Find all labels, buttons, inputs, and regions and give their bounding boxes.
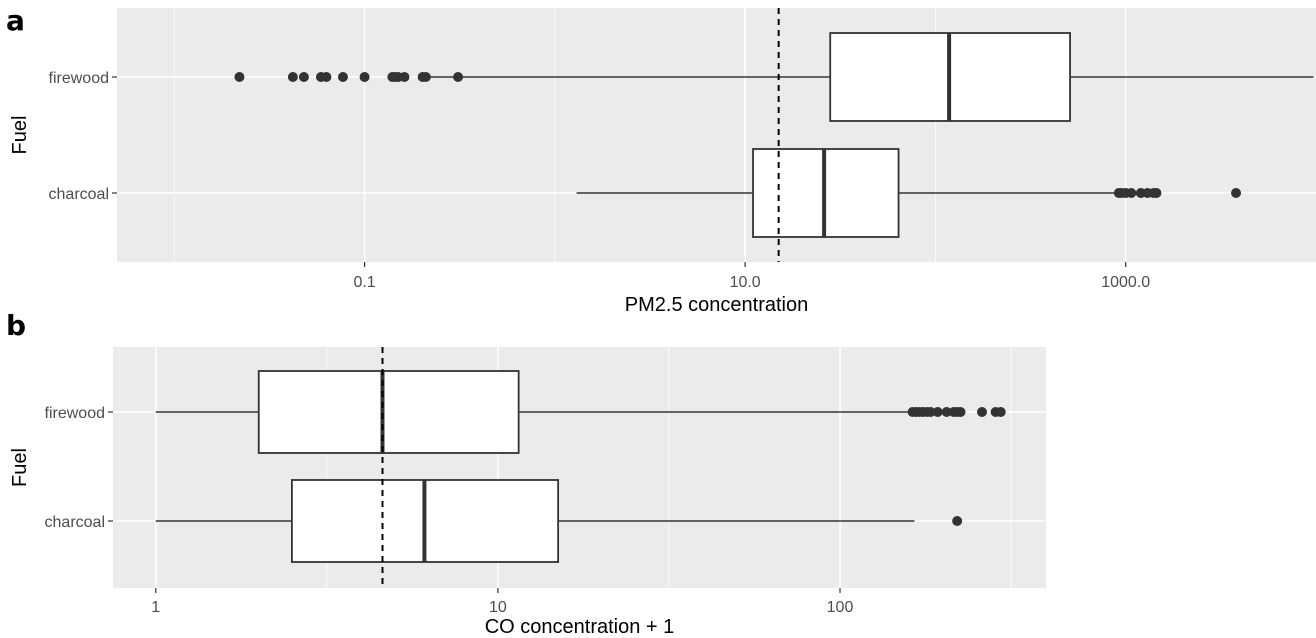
outlier-point bbox=[976, 407, 987, 417]
x-tick-label: 10 bbox=[489, 599, 507, 616]
x-tick-label: 10.0 bbox=[730, 274, 761, 291]
outlier-point bbox=[420, 72, 431, 82]
panel-label: b bbox=[6, 309, 26, 342]
outlier-point bbox=[952, 516, 963, 526]
y-axis-title: Fuel bbox=[9, 116, 31, 155]
outlier-point bbox=[321, 72, 332, 82]
outlier-point bbox=[925, 407, 936, 417]
outlier-point bbox=[234, 72, 245, 82]
y-tick-label: firewood bbox=[49, 70, 109, 87]
x-tick-label: 100 bbox=[827, 599, 854, 616]
box-firewood bbox=[155, 370, 1006, 454]
plot-background bbox=[117, 8, 1316, 262]
x-tick-label: 0.1 bbox=[353, 274, 375, 291]
outlier-point bbox=[1151, 188, 1162, 198]
box-charcoal bbox=[576, 148, 1242, 238]
outlier-point bbox=[1126, 188, 1137, 198]
outlier-point bbox=[298, 72, 309, 82]
outlier-point bbox=[337, 72, 348, 82]
outlier-point bbox=[932, 407, 943, 417]
outlier-point bbox=[399, 72, 410, 82]
y-tick-label: charcoal bbox=[45, 514, 105, 531]
x-axis-title: CO concentration + 1 bbox=[485, 616, 675, 638]
iqr-box bbox=[257, 370, 520, 454]
panel-label: a bbox=[6, 4, 25, 37]
y-tick-label: charcoal bbox=[49, 186, 109, 203]
box-firewood bbox=[234, 32, 1314, 122]
outlier-point bbox=[955, 407, 966, 417]
y-axis-title: Fuel bbox=[9, 448, 31, 487]
x-tick-label: 1 bbox=[151, 599, 160, 616]
outlier-point bbox=[359, 72, 370, 82]
outlier-point bbox=[453, 72, 464, 82]
box-charcoal bbox=[155, 479, 963, 563]
panel-b: b firewood charcoal 1 10 100 CO concentration … bbox=[6, 309, 1046, 638]
outlier-point bbox=[941, 407, 952, 417]
outlier-point bbox=[1231, 188, 1242, 198]
panel-a: a firewood charcoal 0.1 10.0 1000.0 PM2.5 conc… bbox=[6, 4, 1316, 316]
outlier-point bbox=[287, 72, 298, 82]
plot-background bbox=[113, 347, 1046, 588]
x-axis-title: PM2.5 concentration bbox=[625, 294, 808, 316]
outlier-point bbox=[995, 407, 1006, 417]
x-tick-label: 1000.0 bbox=[1101, 274, 1150, 291]
y-tick-label: firewood bbox=[45, 405, 105, 422]
